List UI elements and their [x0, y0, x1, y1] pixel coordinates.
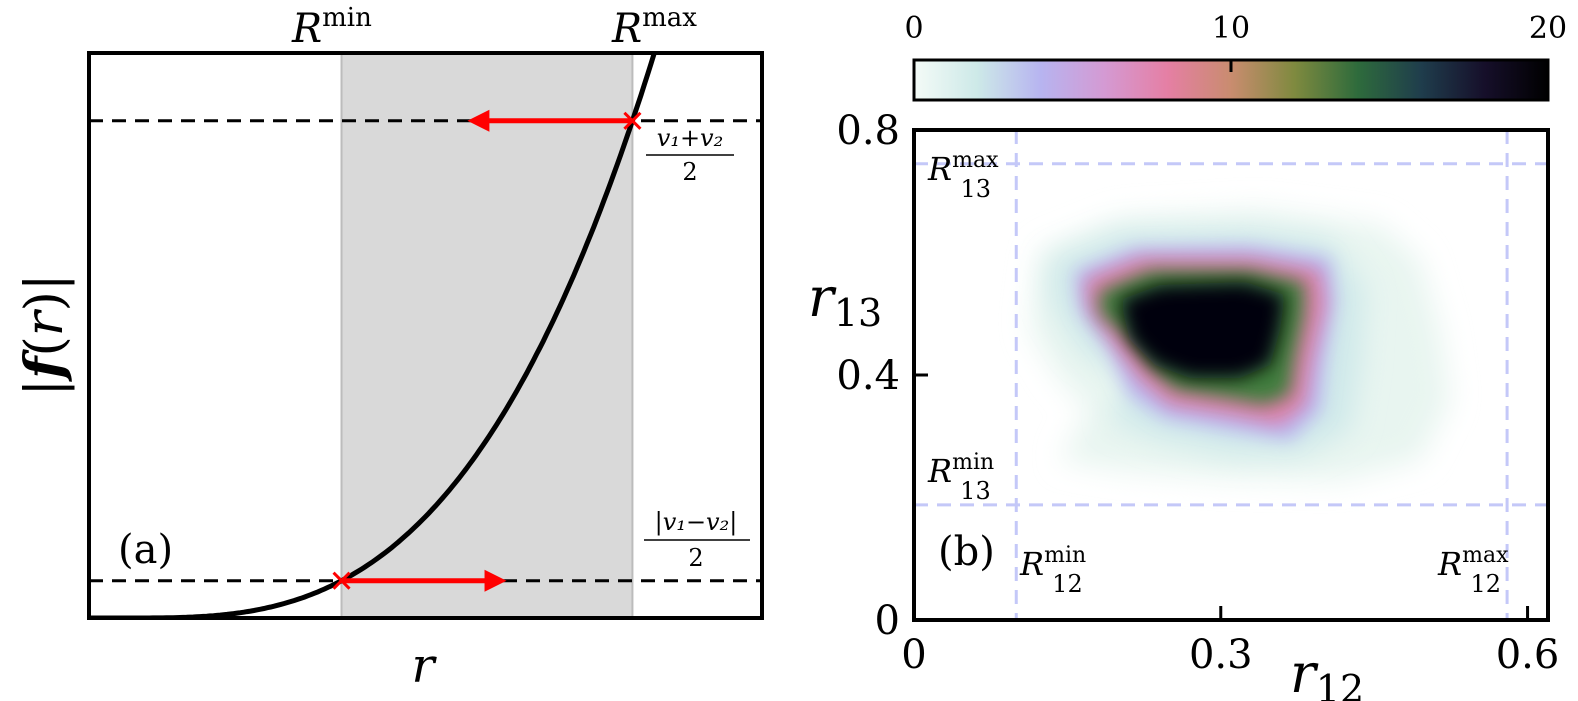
label-r13-min: Rmin 13	[927, 450, 994, 505]
y-axis-label-b: r13	[808, 266, 882, 335]
upper-arrow-head	[467, 109, 490, 132]
label-r13-max: Rmax 13	[927, 148, 999, 203]
cross-stroke-1	[623, 111, 642, 130]
upper-label-denominator: 2	[682, 158, 697, 186]
x-tick-label-0: 0	[901, 632, 926, 678]
lower-label-denominator: 2	[688, 544, 703, 572]
panel-label-a: (a)	[118, 527, 173, 573]
lower-label-numerator: |v₁−v₂|	[655, 508, 738, 537]
panel-a-frame	[87, 51, 764, 620]
panel-label-b: (b)	[938, 529, 995, 575]
density-core	[1120, 282, 1285, 378]
lower-arrow-head	[484, 569, 507, 592]
lower-intersection-cross	[332, 571, 351, 590]
label-r12-max: Rmax 12	[1437, 543, 1509, 598]
panel-b-ticks	[912, 128, 1530, 622]
lower-level-label: |v₁−v₂| 2	[644, 508, 750, 572]
y-tick-label-0-8: 0.8	[836, 108, 900, 154]
shaded-band	[341, 53, 633, 618]
y-tick-label-0: 0	[875, 598, 900, 644]
label-r12-min: Rmin 12	[1019, 543, 1086, 598]
lower-arrow	[332, 569, 507, 592]
band-label-min: Rmin	[291, 3, 372, 52]
y-axis-label-a: |f(r)|	[14, 274, 75, 397]
x-tick-label-0-3: 0.3	[1189, 632, 1253, 678]
cross-stroke-1	[332, 571, 351, 590]
upper-arrow	[467, 109, 642, 132]
x-tick-label-0-6: 0.6	[1496, 632, 1560, 678]
upper-label-numerator: v₁+v₂	[657, 124, 723, 152]
upper-intersection-cross	[623, 111, 642, 130]
panel-b: 0 10 20	[808, 11, 1567, 701]
colorbar-tick-label-20: 20	[1529, 11, 1567, 46]
heatmap	[914, 130, 1548, 620]
band-label-max: Rmax	[611, 3, 697, 52]
upper-level-label: v₁+v₂ 2	[646, 124, 734, 186]
y-tick-label-0-4: 0.4	[836, 353, 900, 399]
svg-text:|f(r)|: |f(r)|	[14, 274, 75, 397]
colorbar-tick-label-0: 0	[904, 11, 923, 46]
colorbar-tick-label-10: 10	[1212, 11, 1250, 46]
x-axis-label-b: r12	[1290, 642, 1364, 701]
x-axis-label-a: r	[412, 638, 438, 694]
panel-a: Rmin Rmax v₁+v₂ 2 |v₁−v₂| 2 (a) r |f(r)|	[14, 3, 764, 694]
